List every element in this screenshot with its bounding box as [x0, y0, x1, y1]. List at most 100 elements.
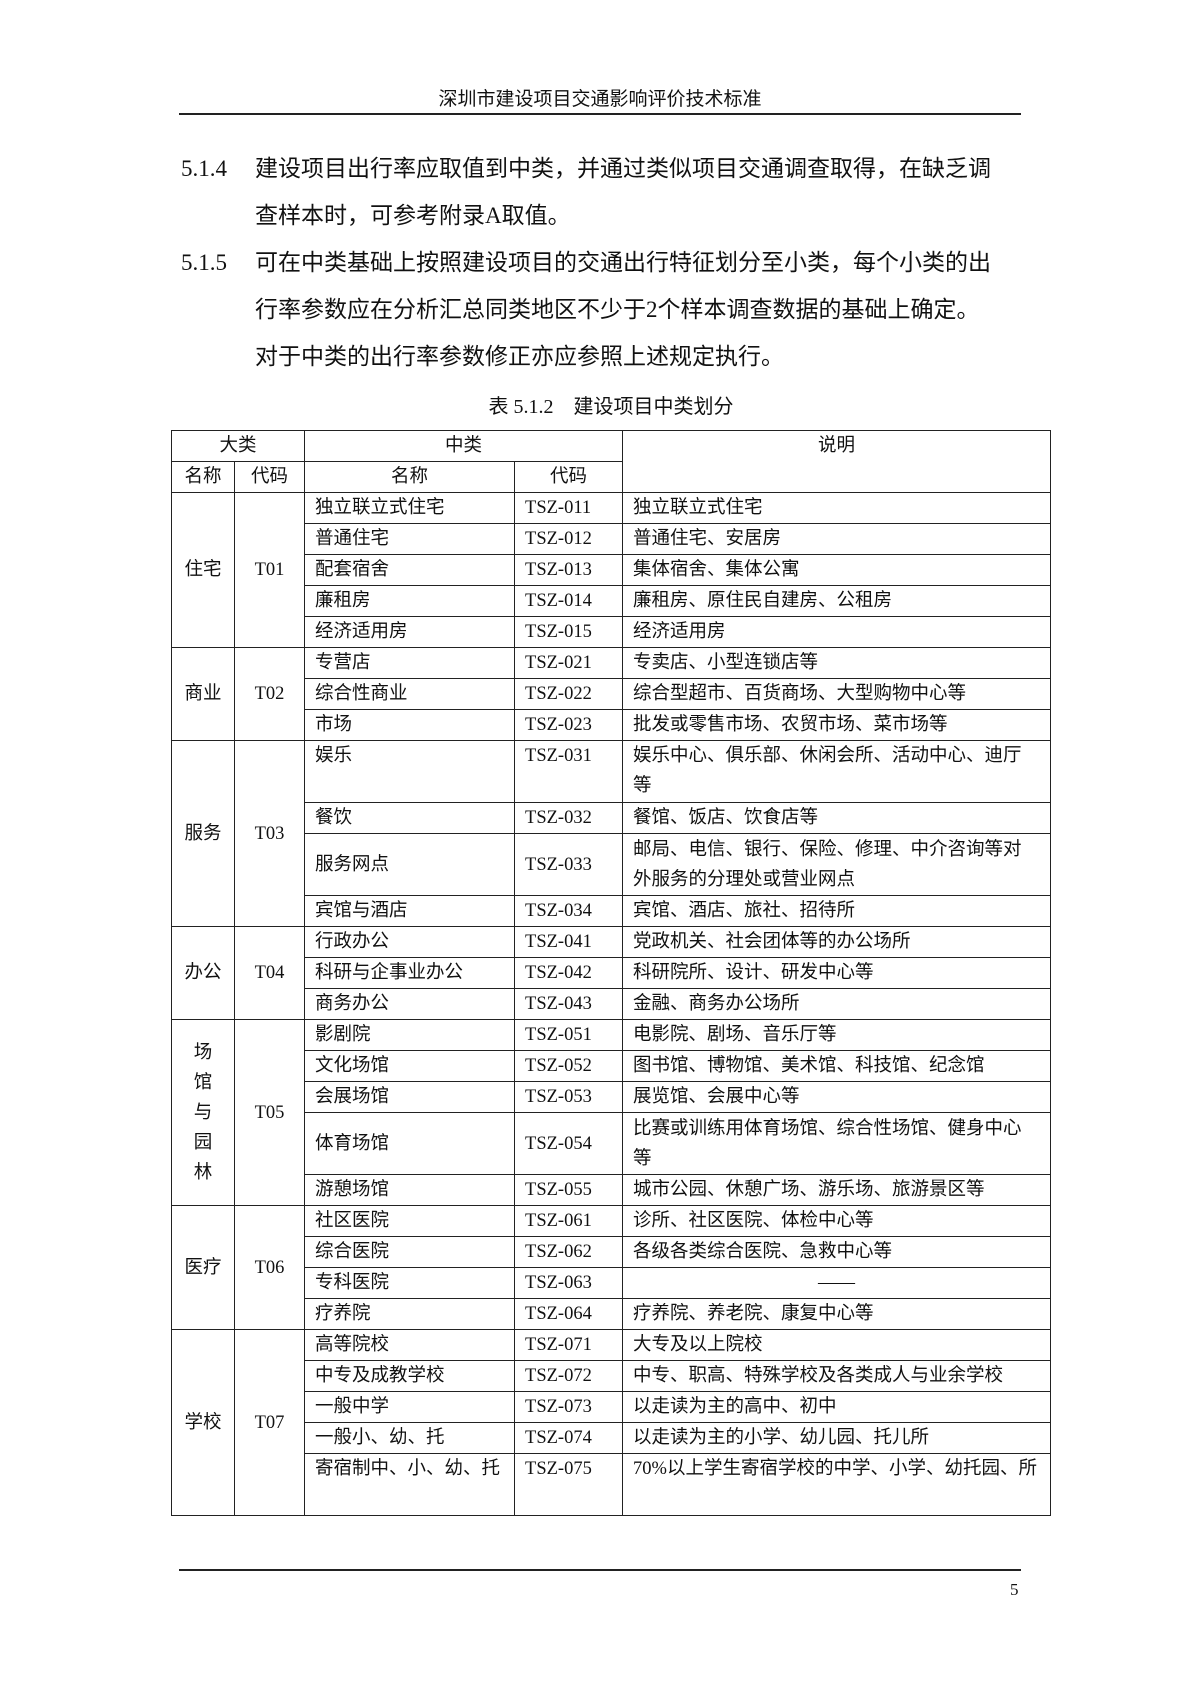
medium-code: TSZ-073 [514, 1391, 624, 1423]
medium-code: TSZ-064 [514, 1298, 624, 1330]
medium-code: TSZ-013 [514, 554, 624, 586]
medium-name: 体育场馆 [304, 1112, 516, 1175]
medium-name: 影剧院 [304, 1019, 516, 1051]
medium-name: 综合医院 [304, 1236, 516, 1268]
major-name: 住宅 [184, 560, 222, 580]
description: 集体宿舍、集体公寓 [622, 554, 1051, 586]
description: 科研院所、设计、研发中心等 [622, 957, 1051, 989]
major-name-cell: 办公 [171, 926, 235, 1020]
header-major-code: 代码 [233, 461, 306, 493]
description: 宾馆、酒店、旅社、招待所 [622, 895, 1051, 927]
medium-code: TSZ-032 [514, 802, 624, 834]
clause-number: 5.1.4 [181, 156, 227, 181]
table-row: 一般小、幼、托 TSZ-074 以走读为主的小学、幼儿园、托儿所 [172, 1422, 1051, 1454]
table-row: 廉租房 TSZ-014 廉租房、原住民自建房、公租房 [172, 585, 1051, 617]
medium-code: TSZ-011 [514, 492, 624, 524]
major-name: 场馆与园林 [193, 1042, 213, 1183]
clause-text: 行率参数应在分析汇总同类地区不少于2个样本调查数据的基础上确定。 [255, 297, 980, 322]
major-name: 商业 [184, 684, 222, 704]
table-row: 科研与企事业办公 TSZ-042 科研院所、设计、研发中心等 [172, 957, 1051, 989]
major-name-cell: 医疗 [171, 1205, 235, 1330]
medium-name: 娱乐 [304, 740, 516, 803]
page-number: 5 [1010, 1580, 1019, 1599]
medium-name: 科研与企事业办公 [304, 957, 516, 989]
description: 专卖店、小型连锁店等 [622, 647, 1051, 679]
description: 普通住宅、安居房 [622, 523, 1051, 555]
description: 诊所、社区医院、体检中心等 [622, 1205, 1051, 1237]
major-code: T05 [233, 1019, 306, 1206]
footer-divider [179, 1569, 1021, 1571]
clause-text: 查样本时，可参考附录A取值。 [255, 203, 571, 228]
medium-code: TSZ-055 [514, 1174, 624, 1206]
medium-name: 餐饮 [304, 802, 516, 834]
medium-name: 配套宿舍 [304, 554, 516, 586]
medium-name: 专科医院 [304, 1267, 516, 1299]
clause-text: 可在中类基础上按照建设项目的交通出行特征划分至小类，每个小类的出 [255, 250, 991, 275]
description: 图书馆、博物馆、美术馆、科技馆、纪念馆 [622, 1050, 1051, 1082]
medium-name: 普通住宅 [304, 523, 516, 555]
medium-name: 行政办公 [304, 926, 516, 958]
table-row: 学校 T07 高等院校 TSZ-071 大专及以上院校 [171, 1329, 1051, 1516]
table-row: 住宅 T01 独立联立式住宅 TSZ-011 独立联立式住宅 [171, 492, 1051, 648]
header-medium: 中类 [304, 430, 624, 462]
medium-code: TSZ-043 [514, 988, 624, 1020]
medium-code: TSZ-033 [514, 833, 624, 896]
medium-name: 一般中学 [304, 1391, 516, 1423]
description: 党政机关、社会团体等的办公场所 [622, 926, 1051, 958]
medium-name: 文化场馆 [304, 1050, 516, 1082]
major-name-cell: 住宅 [171, 492, 235, 648]
medium-name: 廉租房 [304, 585, 516, 617]
medium-code: TSZ-041 [514, 926, 624, 958]
table-row: 服务网点 TSZ-033 邮局、电信、银行、保险、修理、中介咨询等对外服务的分理处或… [172, 833, 1051, 896]
medium-code: TSZ-062 [514, 1236, 624, 1268]
major-name-cell: 场馆与园林 [171, 1019, 235, 1206]
table-caption: 表 5.1.2 建设项目中类划分 [488, 396, 734, 418]
table-row: 会展场馆 TSZ-053 展览馆、会展中心等 [172, 1081, 1051, 1113]
clause-5-1-4: 5.1.4 建设项目出行率应取值到中类，并通过类似项目交通调查取得，在缺乏调 查样… [181, 145, 1031, 239]
medium-name: 商务办公 [304, 988, 516, 1020]
table-row: 体育场馆 TSZ-054 比赛或训练用体育场馆、综合性场馆、健身中心等 [172, 1112, 1051, 1175]
header-medium-name: 名称 [304, 461, 516, 493]
description: 疗养院、养老院、康复中心等 [622, 1298, 1051, 1330]
medium-code: TSZ-074 [514, 1422, 624, 1454]
medium-code: TSZ-052 [514, 1050, 624, 1082]
description: 批发或零售市场、农贸市场、菜市场等 [622, 709, 1051, 741]
medium-name: 中专及成教学校 [304, 1360, 516, 1392]
table-row: 商业 T02 专营店 TSZ-021 专卖店、小型连锁店等 [171, 647, 1051, 741]
major-code: T04 [233, 926, 306, 1020]
description: —— [622, 1267, 1051, 1299]
medium-name: 服务网点 [304, 833, 516, 896]
table-row: 经济适用房 TSZ-015 经济适用房 [172, 616, 1051, 648]
medium-name: 市场 [304, 709, 516, 741]
header-major-name: 名称 [171, 461, 235, 493]
medium-name: 高等院校 [304, 1329, 516, 1361]
description: 城市公园、休憩广场、游乐场、旅游景区等 [622, 1174, 1051, 1206]
medium-code: TSZ-015 [514, 616, 624, 648]
clause-text: 对于中类的出行率参数修正亦应参照上述规定执行。 [255, 344, 784, 369]
major-name: 服务 [184, 823, 222, 844]
description: 中专、职高、特殊学校及各类成人与业余学校 [622, 1360, 1051, 1392]
description: 比赛或训练用体育场馆、综合性场馆、健身中心等 [622, 1112, 1051, 1175]
medium-name: 宾馆与酒店 [304, 895, 516, 927]
major-code: T07 [233, 1329, 306, 1516]
table-row: 医疗 T06 社区医院 TSZ-061 诊所、社区医院、体检中心等 [171, 1205, 1051, 1330]
major-name: 办公 [184, 963, 222, 983]
table-row: 餐饮 TSZ-032 餐馆、饭店、饮食店等 [172, 802, 1051, 834]
major-name: 医疗 [184, 1257, 222, 1278]
medium-name: 社区医院 [304, 1205, 516, 1237]
header-description: 说明 [622, 430, 1051, 493]
clause-5-1-5: 5.1.5 可在中类基础上按照建设项目的交通出行特征划分至小类，每个小类的出 行率… [181, 239, 1031, 380]
table-row: 市场 TSZ-023 批发或零售市场、农贸市场、菜市场等 [172, 709, 1051, 741]
table-row: 游憩场馆 TSZ-055 城市公园、休憩广场、游乐场、旅游景区等 [172, 1174, 1051, 1206]
medium-name: 疗养院 [304, 1298, 516, 1330]
major-code: T03 [233, 740, 306, 927]
table-row: 中专及成教学校 TSZ-072 中专、职高、特殊学校及各类成人与业余学校 [172, 1360, 1051, 1392]
medium-code: TSZ-022 [514, 678, 624, 710]
medium-code: TSZ-053 [514, 1081, 624, 1113]
table-row: 寄宿制中、小、幼、托 TSZ-075 70%以上学生寄宿学校的中学、小学、幼托园、所 [172, 1453, 1051, 1516]
clause-text: 建设项目出行率应取值到中类，并通过类似项目交通调查取得，在缺乏调 [255, 156, 991, 181]
table-row: 综合医院 TSZ-062 各级各类综合医院、急救中心等 [172, 1236, 1051, 1268]
major-name-cell: 学校 [171, 1329, 235, 1516]
major-code: T01 [233, 492, 306, 648]
medium-code: TSZ-063 [514, 1267, 624, 1299]
